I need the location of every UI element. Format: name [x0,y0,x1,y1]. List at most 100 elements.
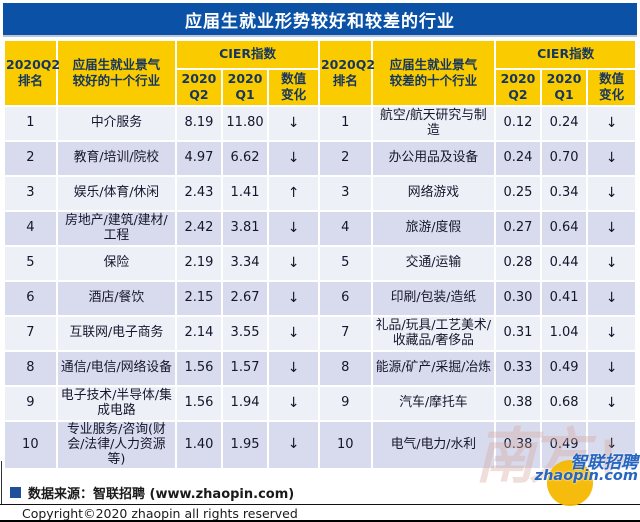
left-q1-cell: 3.55 [222,316,268,350]
table-row: 1 中介服务 8.19 11.80 ↓ 1 航空/航天研究与制造 0.12 0.24 ↓ [5,106,635,140]
copyright-text: Copyright©2020 zhaopin all rights reserv… [0,504,640,520]
employment-table: 2020Q2 排名 应届生就业景气 较好的十个行业 CIER指数 2020Q2 … [3,39,637,470]
left-change-cell: ↓ [269,141,318,175]
left-rank-cell: 1 [5,106,56,140]
header-row-2: 2020 Q2 2020 Q1 数值 变化 2020 Q2 2020 Q1 数值… [5,70,635,105]
left-rank-cell: 9 [5,386,56,420]
left-change-cell: ↓ [269,351,318,385]
table-row: 6 酒店/餐饮 2.15 2.67 ↓ 6 印刷/包装/造纸 0.30 0.41 ↓ [5,281,635,315]
right-change-cell: ↓ [588,386,635,420]
right-q1-cell: 0.41 [541,281,587,315]
left-q2-cell: 1.56 [177,386,221,420]
right-industry-cell: 印刷/包装/造纸 [372,281,495,315]
right-q2-cell: 0.12 [496,106,540,140]
right-q2-cell: 0.38 [496,386,540,420]
left-q2-cell: 2.14 [177,316,221,350]
right-q2-cell: 0.25 [496,176,540,210]
right-industry-cell: 能源/矿产/采掘/冶炼 [372,351,495,385]
table-row: 7 互联网/电子商务 2.14 3.55 ↓ 7 礼品/玩具/工艺美术/收藏品/奢侈品 0.3… [5,316,635,350]
right-q1-cell: 0.24 [541,106,587,140]
right-q1-cell: 0.49 [541,421,587,468]
right-industry-cell: 办公用品及设备 [372,141,495,175]
left-q1-header: 2020 Q1 [222,70,268,105]
left-industry-cell: 保险 [57,246,176,280]
right-q2-header: 2020 Q2 [496,70,540,105]
right-q1-cell: 0.68 [541,386,587,420]
right-industry-cell: 汽车/摩托车 [372,386,495,420]
right-q2-cell: 0.38 [496,421,540,468]
right-rank-cell: 7 [319,316,371,350]
left-q2-cell: 8.19 [177,106,221,140]
left-industry-cell: 中介服务 [57,106,176,140]
left-industry-cell: 电子技术/半导体/集成电路 [57,386,176,420]
left-frame-line [1,461,2,505]
left-industry-cell: 互联网/电子商务 [57,316,176,350]
right-change-cell: ↓ [588,211,635,245]
right-industry-header: 应届生就业景气 较差的十个行业 [372,41,495,105]
right-rank-cell: 9 [319,386,371,420]
left-q1-cell: 3.81 [222,211,268,245]
right-cier-header: CIER指数 [496,41,635,68]
right-q2-cell: 0.30 [496,281,540,315]
right-change-cell: ↓ [588,281,635,315]
left-q1-cell: 2.67 [222,281,268,315]
table-row: 5 保险 2.19 3.34 ↓ 5 交通/运输 0.28 0.44 ↓ [5,246,635,280]
left-q1-cell: 6.62 [222,141,268,175]
zhaopin-logo-domain: zhaopin.com [534,468,638,484]
left-q1-cell: 3.34 [222,246,268,280]
legend-square-icon [10,487,21,498]
left-q1-cell: 1.95 [222,421,268,468]
right-rank-cell: 3 [319,176,371,210]
right-change-cell: ↓ [588,246,635,280]
right-q1-cell: 0.44 [541,246,587,280]
table-row: 3 娱乐/体育/休闲 2.43 1.41 ↑ 3 网络游戏 0.25 0.34 ↓ [5,176,635,210]
right-q1-cell: 0.64 [541,211,587,245]
left-q1-cell: 1.94 [222,386,268,420]
right-rank-cell: 10 [319,421,371,468]
right-q1-cell: 1.04 [541,316,587,350]
right-q2-cell: 0.24 [496,141,540,175]
table-row: 4 房地产/建筑/建材/工程 2.42 3.81 ↓ 4 旅游/度假 0.27 0.64 ↓ [5,211,635,245]
right-change-cell: ↓ [588,176,635,210]
right-rank-cell: 2 [319,141,371,175]
right-q1-cell: 0.49 [541,351,587,385]
data-source-row: 数据来源：智联招聘 (www.zhaopin.com) [10,483,294,502]
right-q1-cell: 0.34 [541,176,587,210]
right-industry-cell: 礼品/玩具/工艺美术/收藏品/奢侈品 [372,316,495,350]
left-industry-cell: 酒店/餐饮 [57,281,176,315]
right-change-cell: ↓ [588,316,635,350]
right-industry-cell: 交通/运输 [372,246,495,280]
table-row: 9 电子技术/半导体/集成电路 1.56 1.94 ↓ 9 汽车/摩托车 0.38 0.68 ↓ [5,386,635,420]
right-change-cell: ↓ [588,106,635,140]
left-q2-cell: 2.42 [177,211,221,245]
right-industry-cell: 旅游/度假 [372,211,495,245]
right-industry-cell: 网络游戏 [372,176,495,210]
left-q2-cell: 4.97 [177,141,221,175]
right-rank-cell: 1 [319,106,371,140]
right-rank-cell: 6 [319,281,371,315]
left-q2-cell: 1.40 [177,421,221,468]
left-q2-header: 2020 Q2 [177,70,221,105]
left-q1-cell: 1.41 [222,176,268,210]
right-rank-cell: 5 [319,246,371,280]
data-source-text: 数据来源：智联招聘 (www.zhaopin.com) [28,487,295,502]
left-rank-cell: 2 [5,141,56,175]
left-rank-cell: 4 [5,211,56,245]
table-row: 10 专业服务/咨询(财会/法律/人力资源等) 1.40 1.95 ↓ 10 电气/电力/水… [5,421,635,468]
left-industry-cell: 教育/培训/院校 [57,141,176,175]
left-industry-cell: 房地产/建筑/建材/工程 [57,211,176,245]
table-row: 8 通信/电信/网络设备 1.56 1.57 ↓ 8 能源/矿产/采掘/冶炼 0.33 0.49… [5,351,635,385]
header-row-1: 2020Q2 排名 应届生就业景气 较好的十个行业 CIER指数 2020Q2 … [5,41,635,105]
right-industry-cell: 电气/电力/水利 [372,421,495,468]
left-change-cell: ↓ [269,246,318,280]
left-q1-cell: 11.80 [222,106,268,140]
left-rank-cell: 3 [5,176,56,210]
right-q2-cell: 0.28 [496,246,540,280]
left-rank-cell: 5 [5,246,56,280]
table-row: 2 教育/培训/院校 4.97 6.62 ↓ 2 办公用品及设备 0.24 0.70 ↓ [5,141,635,175]
page-title: 应届生就业形势较好和较差的行业 [3,3,637,37]
left-q2-cell: 2.43 [177,176,221,210]
right-rank-cell: 4 [319,211,371,245]
right-q2-cell: 0.31 [496,316,540,350]
right-q2-cell: 0.33 [496,351,540,385]
